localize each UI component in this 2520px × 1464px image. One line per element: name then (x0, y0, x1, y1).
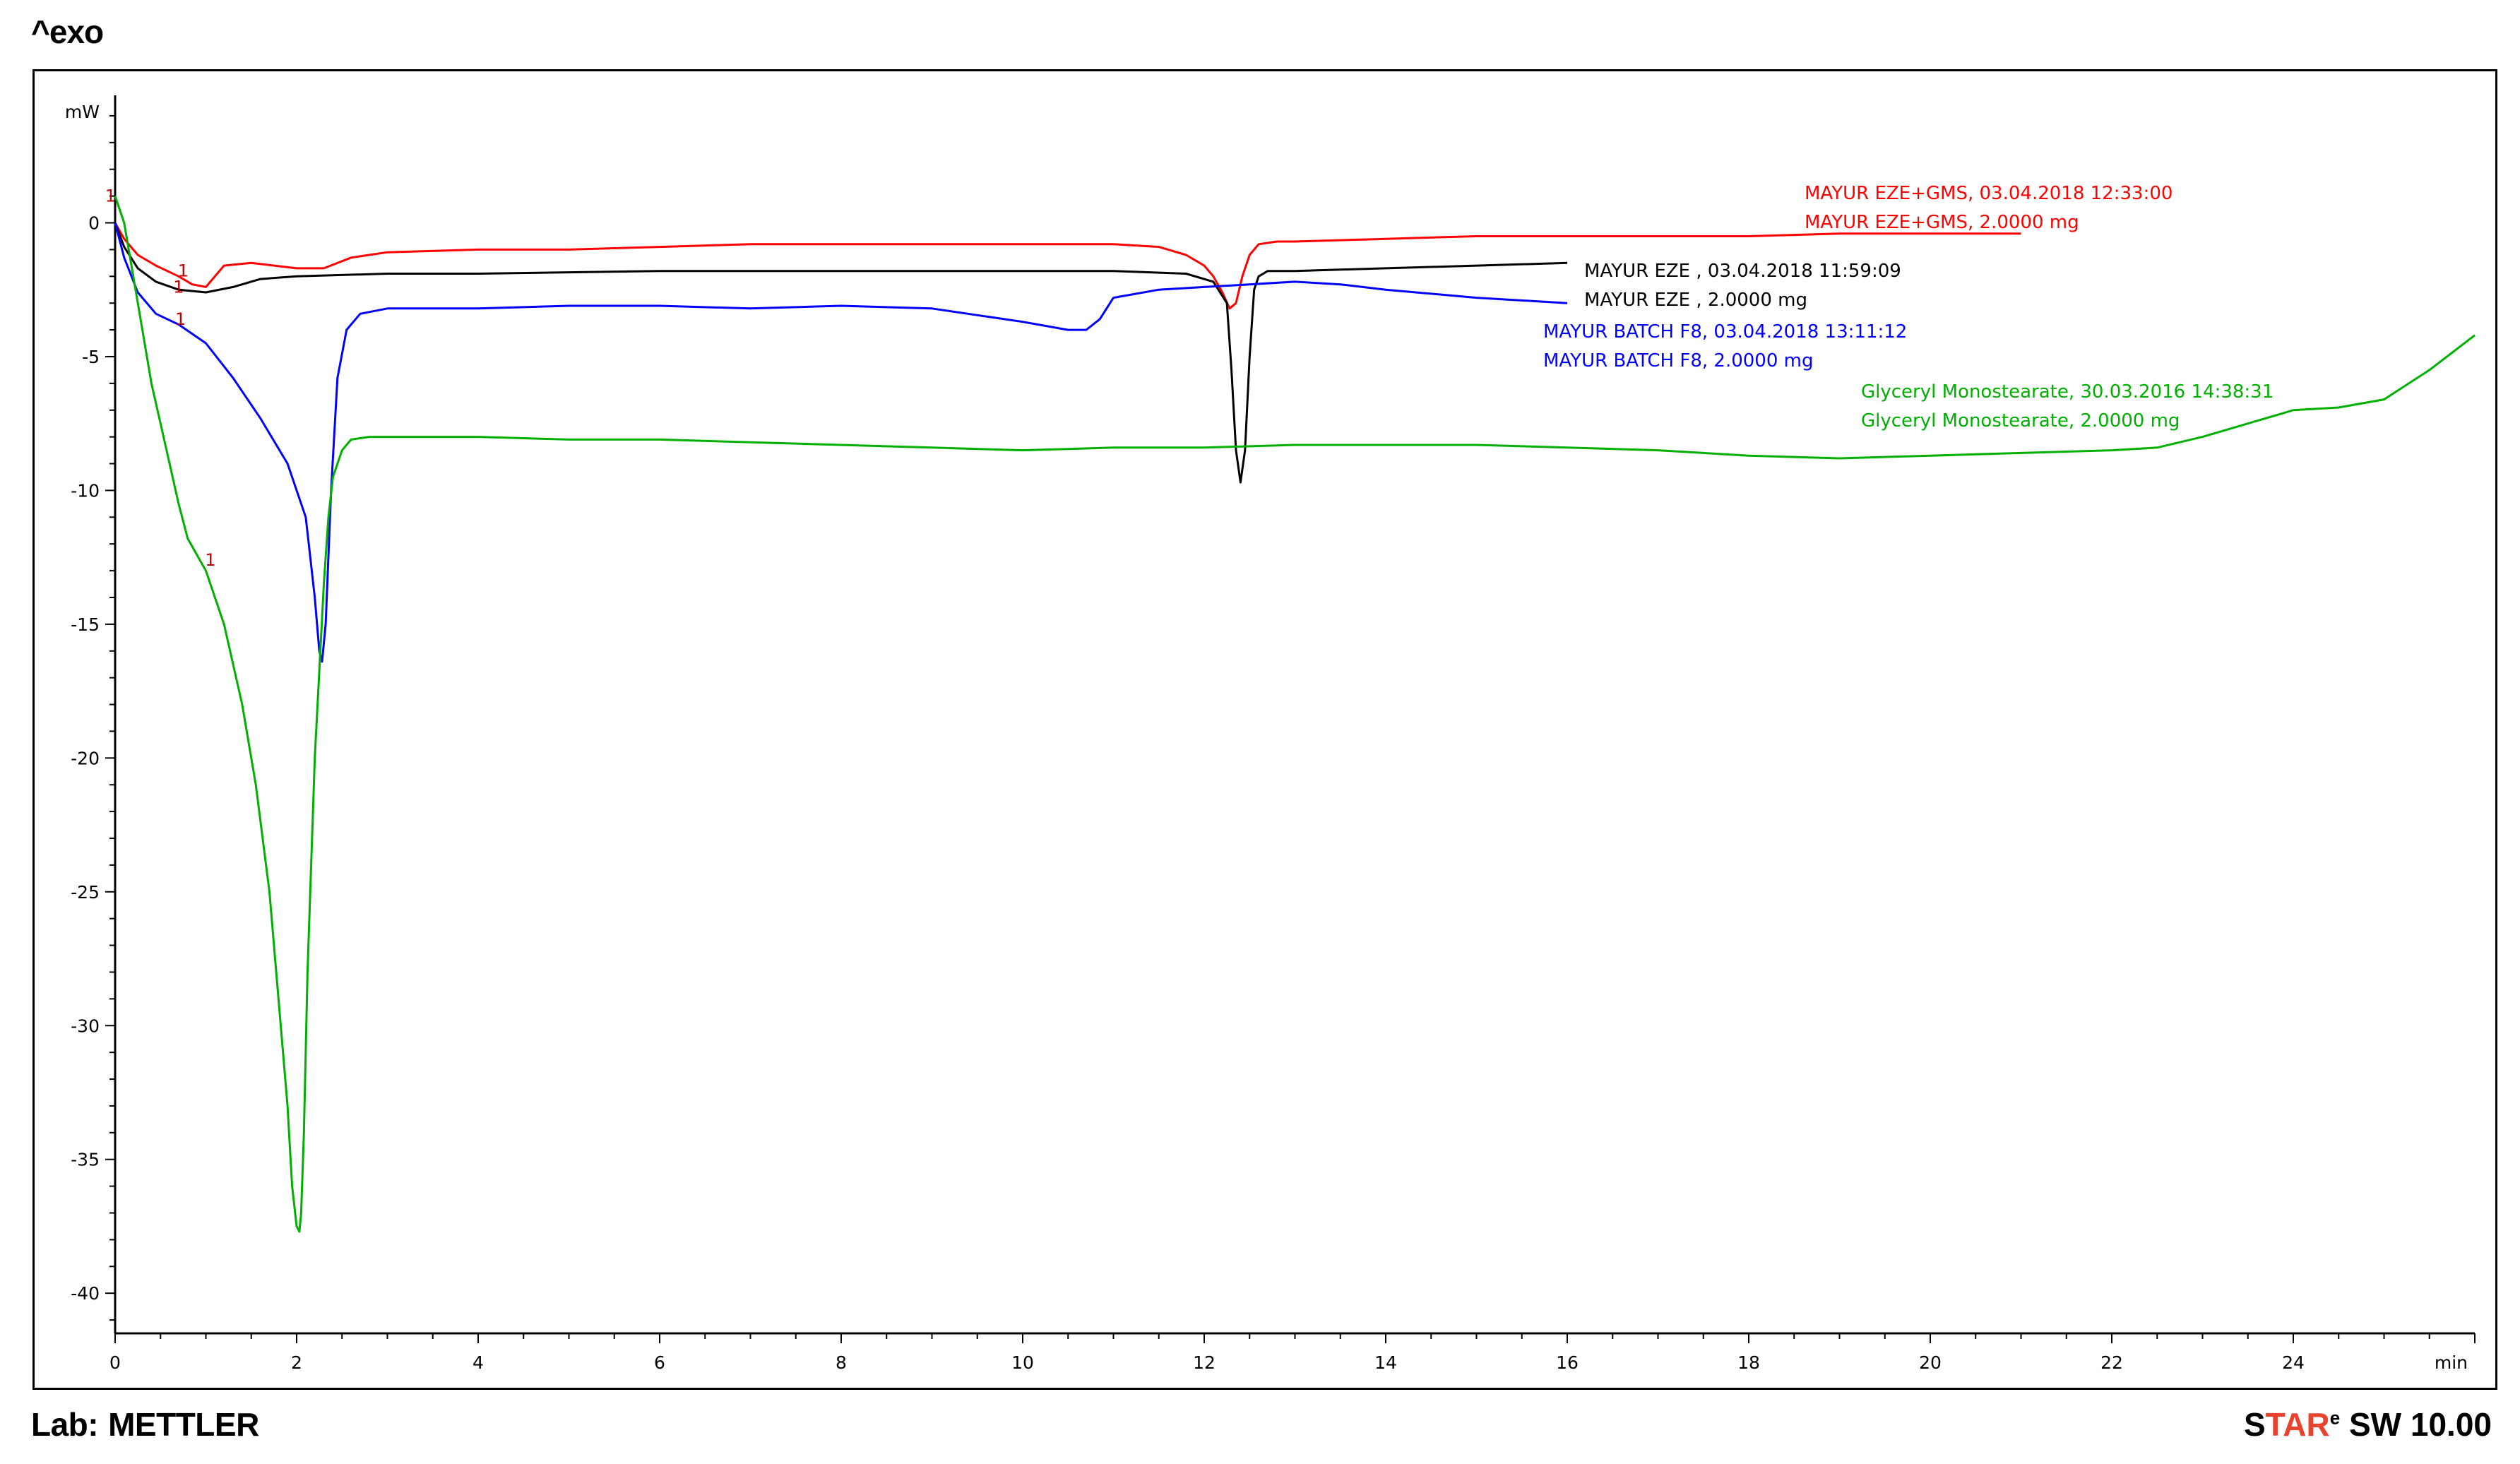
y-tick-label: -20 (71, 748, 100, 768)
lab-prefix: Lab: (31, 1406, 99, 1443)
software-star-tar: TAR (2265, 1406, 2330, 1443)
x-tick-label: 6 (654, 1352, 665, 1373)
y-tick-label: 0 (88, 213, 100, 234)
x-tick-label: 18 (1737, 1352, 1760, 1373)
series-line-0 (114, 222, 2021, 310)
x-tick-label: 24 (2282, 1352, 2305, 1373)
legend-label-3-0: Glyceryl Monostearate, 30.03.2016 14:38:… (1861, 381, 2274, 403)
y-tick-label: -40 (71, 1283, 100, 1304)
series-line-1 (114, 222, 1568, 484)
y-tick-label: -5 (82, 347, 100, 367)
x-tick-label: 14 (1374, 1352, 1397, 1373)
lab-label: Lab: METTLER (31, 1405, 259, 1444)
x-tick-label: 10 (1011, 1352, 1034, 1373)
software-version: STARe SW 10.00 (2244, 1405, 2492, 1444)
legend-label-0-0: MAYUR EZE+GMS, 03.04.2018 12:33:00 (1805, 183, 2173, 204)
x-tick-label: 16 (1556, 1352, 1579, 1373)
step-marker: 1 (173, 277, 184, 297)
legend-label-3-1: Glyceryl Monostearate, 2.0000 mg (1861, 410, 2180, 432)
step-marker: 1 (205, 550, 215, 570)
x-tick-label: 2 (291, 1352, 302, 1373)
plot-frame (32, 69, 2497, 1390)
legend-layer: MAYUR EZE+GMS, 03.04.2018 12:33:00 MAYUR … (1543, 183, 2274, 432)
y-tick-label: -15 (71, 614, 100, 635)
step-marker: 1 (178, 261, 189, 281)
x-tick-label: 22 (2100, 1352, 2123, 1373)
y-tick-label: -25 (71, 882, 100, 903)
step-marker: 1 (105, 186, 116, 206)
y-unit-label: mW (65, 102, 100, 122)
legend-label-2-0: MAYUR BATCH F8, 03.04.2018 13:11:12 (1543, 321, 1907, 343)
series-layer (114, 196, 2476, 1233)
legend-label-1-1: MAYUR EZE , 2.0000 mg (1584, 290, 1807, 311)
legend-label-2-1: MAYUR BATCH F8, 2.0000 mg (1543, 350, 1813, 371)
exo-direction-label: ^exo (31, 13, 104, 50)
software-star-s: S (2243, 1406, 2266, 1443)
legend-label-1-0: MAYUR EZE , 03.04.2018 11:59:09 (1584, 261, 1901, 282)
series-line-2 (114, 222, 1568, 663)
x-tick-label: 4 (472, 1352, 484, 1373)
lab-name: METTLER (108, 1406, 259, 1443)
series-line-3 (114, 196, 2476, 1233)
x-tick-label: 8 (836, 1352, 847, 1373)
y-tick-label: -10 (71, 480, 100, 501)
y-tick-label: -35 (71, 1150, 100, 1170)
x-tick-label: 20 (1919, 1352, 1942, 1373)
legend-label-0-1: MAYUR EZE+GMS, 2.0000 mg (1805, 212, 2079, 233)
y-tick-label: -30 (71, 1016, 100, 1036)
x-tick-label: 0 (109, 1352, 121, 1373)
step-marker: 1 (175, 309, 186, 329)
x-unit-label: min (2435, 1352, 2468, 1373)
x-tick-label: 12 (1193, 1352, 1216, 1373)
software-star-sup: e (2329, 1407, 2341, 1429)
software-version-text: SW 10.00 (2340, 1406, 2492, 1443)
